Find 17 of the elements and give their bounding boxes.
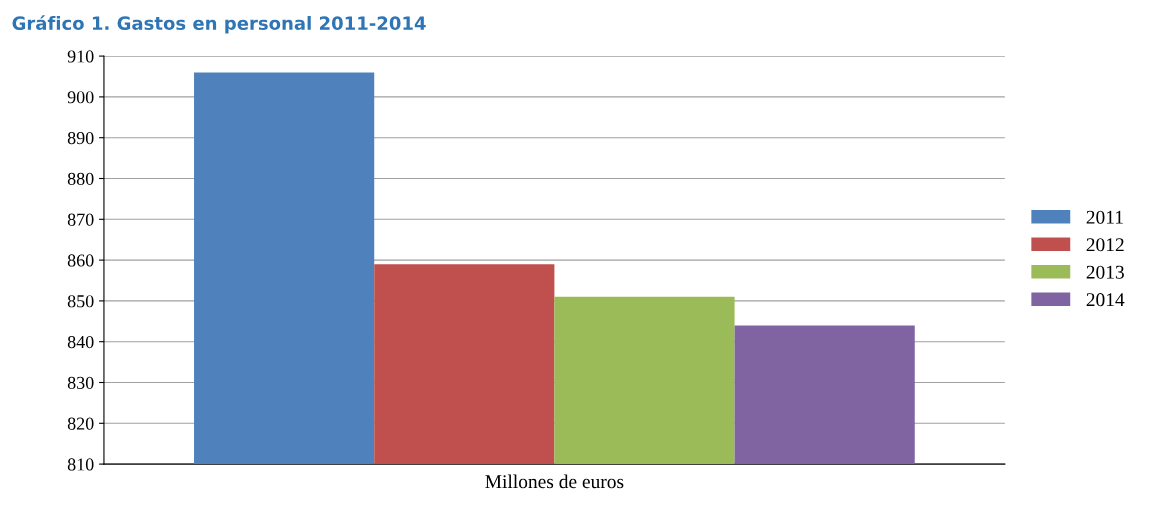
y-tick-label: 850 <box>67 295 94 308</box>
y-tick-label: 900 <box>67 91 94 104</box>
legend-label: 2014 <box>1086 293 1125 307</box>
y-tick-label: 870 <box>67 213 94 226</box>
y-tick-label: 830 <box>67 376 94 389</box>
y-tick-label: 820 <box>67 417 94 430</box>
legend-label: 2011 <box>1086 210 1123 224</box>
y-tick-label: 840 <box>67 335 94 349</box>
chart-title: Gráfico 1. Gastos en personal 2011-2014 <box>12 15 426 34</box>
y-tick-label: 810 <box>67 458 94 471</box>
legend-label: 2012 <box>1086 238 1124 252</box>
y-tick-label: 910 <box>67 50 94 63</box>
y-tick-label: 880 <box>67 172 94 185</box>
y-tick-label: 860 <box>67 254 94 267</box>
y-tick-label: 890 <box>67 131 94 145</box>
x-axis-title: Millones de euros <box>485 474 624 489</box>
legend-label: 2013 <box>1086 265 1124 279</box>
